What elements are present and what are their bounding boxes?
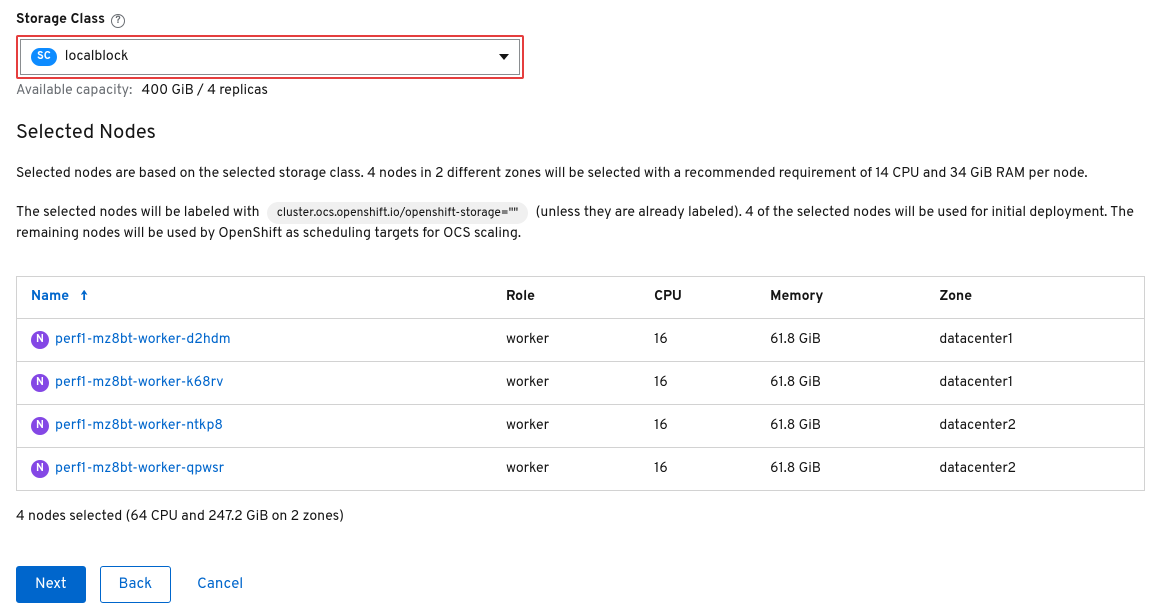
storage-class-dropdown[interactable]: SC localblock: [20, 39, 520, 75]
cell-cpu: 16: [640, 362, 756, 405]
cell-role: worker: [492, 362, 640, 405]
cell-memory: 61.8 GiB: [756, 448, 925, 491]
table-row: Nperf1-mz8bt-worker-qpwsrworker1661.8 Gi…: [17, 448, 1145, 491]
selected-nodes-title: Selected Nodes: [16, 120, 1145, 146]
available-capacity-label: Available capacity:: [16, 83, 132, 100]
available-capacity-value: 400 GiB / 4 replicas: [142, 83, 268, 100]
cell-role: worker: [492, 319, 640, 362]
storage-class-highlight: SC localblock: [16, 35, 524, 79]
selected-nodes-desc1: Selected nodes are based on the selected…: [16, 164, 1145, 186]
wizard-actions: Next Back Cancel: [16, 566, 1145, 603]
node-badge-icon: N: [31, 417, 49, 435]
desc2-pre: The selected nodes will be labeled with: [16, 205, 260, 222]
col-zone[interactable]: Zone: [925, 277, 1144, 319]
available-capacity: Available capacity: 400 GiB / 4 replicas: [16, 83, 1145, 100]
cell-zone: datacenter2: [925, 405, 1144, 448]
table-row: Nperf1-mz8bt-worker-ntkp8worker1661.8 Gi…: [17, 405, 1145, 448]
cell-zone: datacenter1: [925, 319, 1144, 362]
cell-cpu: 16: [640, 448, 756, 491]
node-link[interactable]: perf1-mz8bt-worker-qpwsr: [55, 461, 224, 478]
col-name[interactable]: Name ↑: [17, 277, 492, 319]
table-header-row: Name ↑ Role CPU Memory Zone: [17, 277, 1145, 319]
sort-asc-icon: ↑: [81, 289, 88, 306]
chevron-down-icon: [499, 54, 509, 60]
node-badge-icon: N: [31, 331, 49, 349]
cancel-button[interactable]: Cancel: [185, 567, 255, 602]
table-row: Nperf1-mz8bt-worker-k68rvworker1661.8 Gi…: [17, 362, 1145, 405]
col-role[interactable]: Role: [492, 277, 640, 319]
col-memory[interactable]: Memory: [756, 277, 925, 319]
selected-nodes-desc2: The selected nodes will be labeled with …: [16, 202, 1145, 246]
cell-cpu: 16: [640, 405, 756, 448]
cell-name: Nperf1-mz8bt-worker-ntkp8: [17, 405, 492, 448]
node-link[interactable]: perf1-mz8bt-worker-k68rv: [55, 375, 223, 392]
node-link[interactable]: perf1-mz8bt-worker-ntkp8: [55, 418, 223, 435]
sc-badge-icon: SC: [31, 48, 57, 66]
cell-cpu: 16: [640, 319, 756, 362]
col-cpu[interactable]: CPU: [640, 277, 756, 319]
cell-name: Nperf1-mz8bt-worker-k68rv: [17, 362, 492, 405]
cell-zone: datacenter2: [925, 448, 1144, 491]
cell-zone: datacenter1: [925, 362, 1144, 405]
storage-class-label-text: Storage Class: [16, 12, 105, 29]
cell-memory: 61.8 GiB: [756, 362, 925, 405]
back-button[interactable]: Back: [100, 566, 172, 603]
cell-memory: 61.8 GiB: [756, 319, 925, 362]
storage-class-selected: localblock: [65, 49, 129, 66]
dropdown-value: SC localblock: [31, 48, 128, 66]
cell-name: Nperf1-mz8bt-worker-d2hdm: [17, 319, 492, 362]
next-button[interactable]: Next: [16, 566, 86, 603]
nodes-table: Name ↑ Role CPU Memory Zone Nperf1-mz8bt…: [16, 276, 1145, 491]
node-link[interactable]: perf1-mz8bt-worker-d2hdm: [55, 332, 231, 349]
table-row: Nperf1-mz8bt-worker-d2hdmworker1661.8 Gi…: [17, 319, 1145, 362]
label-chip: cluster.ocs.openshift.io/openshift-stora…: [267, 202, 528, 225]
cell-name: Nperf1-mz8bt-worker-qpwsr: [17, 448, 492, 491]
node-badge-icon: N: [31, 460, 49, 478]
cell-role: worker: [492, 405, 640, 448]
cell-role: worker: [492, 448, 640, 491]
help-icon[interactable]: ?: [111, 14, 125, 28]
cell-memory: 61.8 GiB: [756, 405, 925, 448]
nodes-summary: 4 nodes selected (64 CPU and 247.2 GiB o…: [16, 509, 1145, 526]
col-name-label: Name: [31, 289, 69, 306]
node-badge-icon: N: [31, 374, 49, 392]
storage-class-label: Storage Class ?: [16, 12, 1145, 29]
